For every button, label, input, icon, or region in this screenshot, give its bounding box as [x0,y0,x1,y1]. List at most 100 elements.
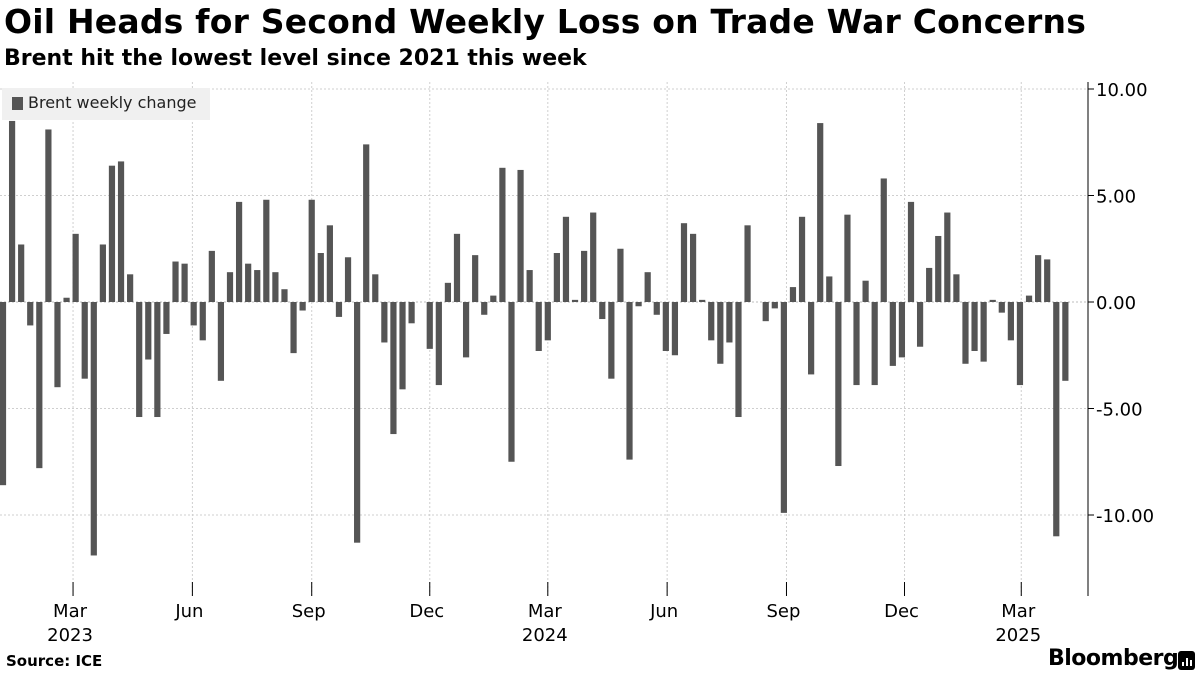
bar [844,214,851,302]
bar [508,302,515,462]
x-tick-label: Sep [292,601,326,622]
bar [217,302,225,381]
bar [363,144,370,302]
bar [36,302,43,469]
bar [163,302,170,334]
bar [254,270,261,302]
bar [235,201,243,302]
bar [907,201,915,302]
bar [689,233,697,302]
bar [472,255,479,302]
bar [1035,255,1042,302]
bar [281,289,288,302]
bar [608,302,615,379]
bar [90,302,97,556]
bar [181,263,188,302]
bar [626,302,633,460]
bar [517,169,524,302]
axes: 10.00 5.00 0.00 -5.00 -10.00 Mar 2023 Jun Sep Dec… [47,80,1200,646]
bar [290,302,297,354]
bar [72,233,79,302]
bar [762,302,769,322]
bar [308,199,315,302]
bar [136,302,143,418]
bar [172,261,179,302]
bar [399,302,406,390]
bar [372,274,379,302]
bar [1007,302,1014,341]
bar [862,280,869,302]
x-tick-label: Jun [649,601,678,622]
x-tick-label: Sep [767,601,801,622]
bar [335,302,343,317]
bar [1062,302,1069,381]
y-axis-title: Percent [1198,299,1200,382]
bar [263,199,270,302]
bar [1016,302,1024,386]
bar [935,235,942,302]
legend-label: Brent weekly change [28,93,197,112]
bar [199,302,206,341]
source-note: Source: ICE [6,652,103,670]
bar [553,253,560,302]
bar [944,212,951,302]
bar [962,302,969,364]
bar [680,223,688,302]
bar [653,302,660,315]
bar [780,302,787,513]
bar [544,302,551,341]
bar [127,274,134,302]
bar [481,302,488,315]
chart-title: Oil Heads for Second Weekly Loss on Trad… [4,2,1087,41]
bar [926,267,933,302]
bloomberg-logo: Bloomberg [1048,646,1179,671]
bar-series [0,120,1069,556]
x-year-label: 2023 [47,625,93,646]
bar [880,178,887,302]
bar [817,123,824,302]
bar [272,272,279,302]
bar [526,270,533,302]
x-tick-label: Mar [53,601,88,622]
bar [54,302,61,388]
bar [1053,302,1060,537]
x-year-label: 2024 [522,625,568,646]
bar [590,212,597,302]
bar [980,302,987,362]
bar [971,302,978,351]
y-tick-label: 5.00 [1096,187,1136,208]
bar [735,302,742,418]
x-tick-label: Jun [174,601,203,622]
bar [381,302,388,343]
bar [0,302,7,486]
bar [599,302,606,320]
bar [808,302,815,375]
bloomberg-chart-icon [1178,651,1195,670]
bar [662,302,669,351]
y-tick-label: -5.00 [1096,400,1143,421]
bar [898,302,906,358]
bar [390,302,397,435]
y-tick-label: -10.00 [1096,506,1154,527]
bar [644,272,651,302]
bar [108,165,116,302]
bar [145,302,152,360]
bar [826,276,833,302]
bar [245,263,252,302]
bar [462,302,470,358]
bar [317,253,324,302]
bar [81,302,88,379]
bar [699,299,706,302]
bar [299,302,306,311]
bar [444,282,452,302]
bar [435,302,442,386]
bar [1025,295,1033,302]
bar [226,272,234,302]
bar [671,302,679,356]
bar [117,161,125,302]
bar [835,302,842,467]
x-tick-label: Mar [1001,601,1036,622]
bar [798,216,806,302]
bar [744,225,751,302]
bar [408,302,415,324]
